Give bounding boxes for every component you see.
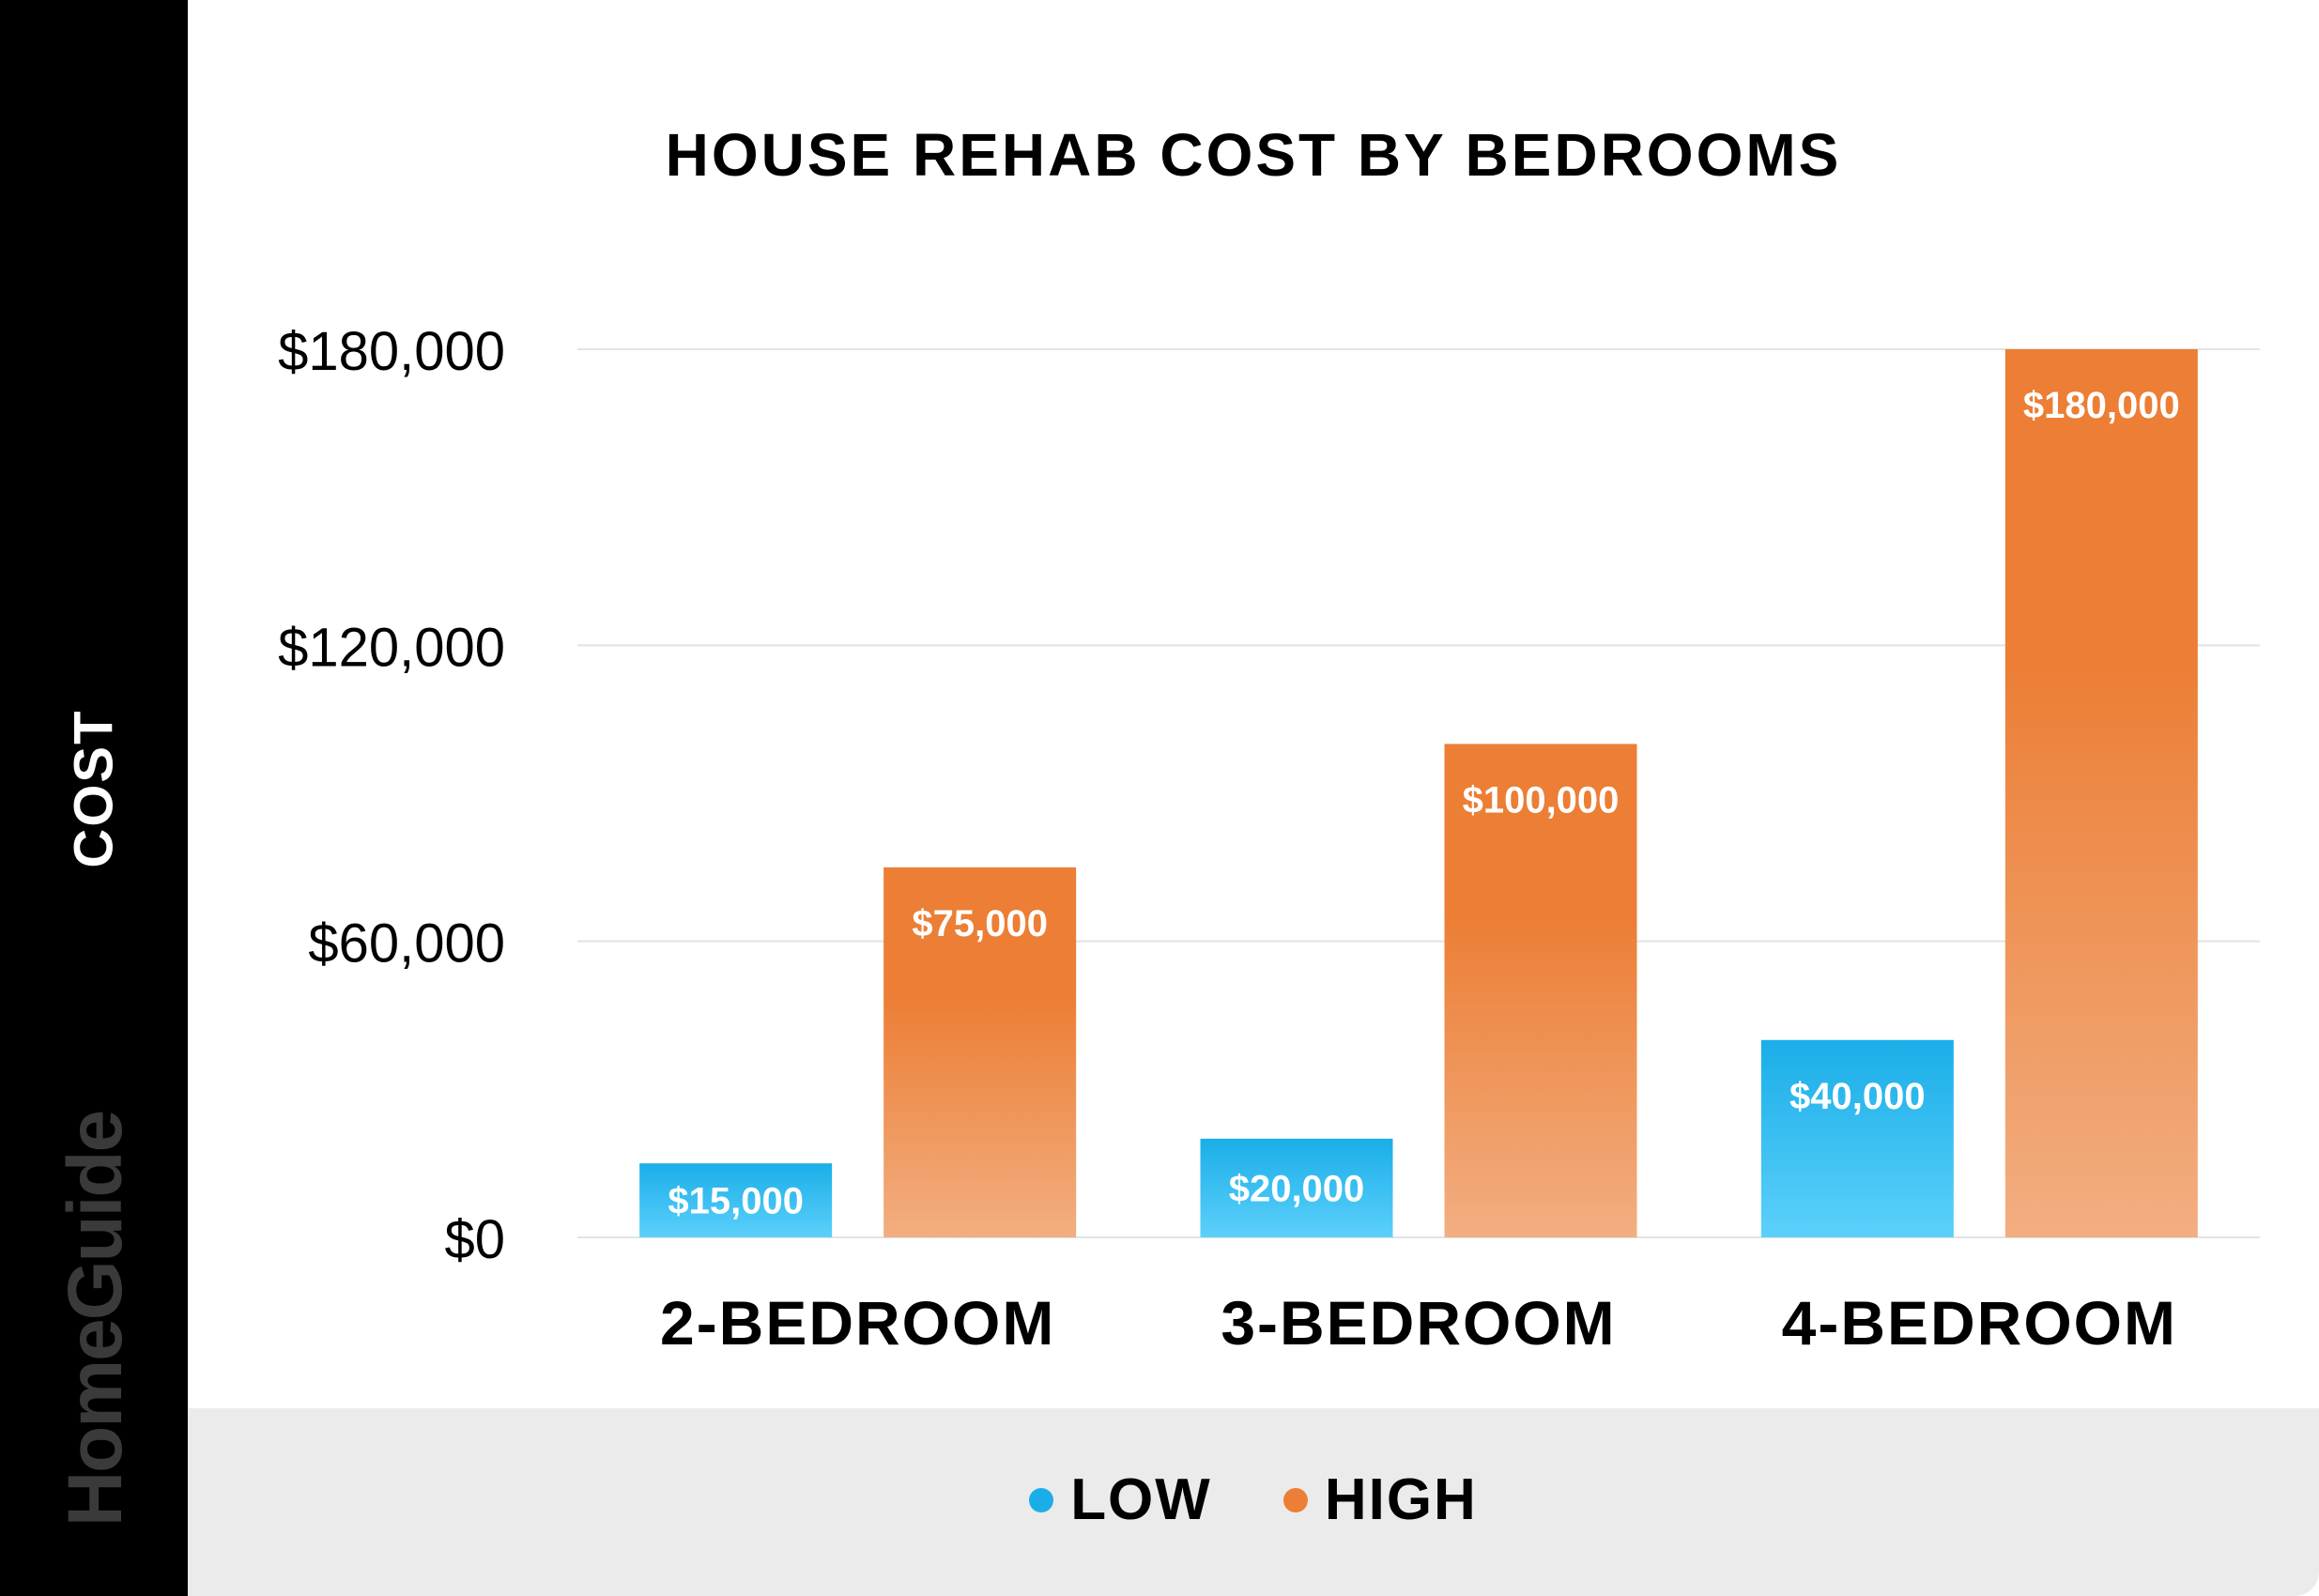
y-tick-label: $180,000 xyxy=(278,321,505,382)
legend: LOW HIGH xyxy=(188,1466,2319,1533)
bar-high-4-bedroom xyxy=(2004,349,2198,1237)
bar-high-3-bedroom xyxy=(1444,744,1637,1237)
bar-high-2-bedroom xyxy=(883,867,1077,1237)
y-tick-label: $0 xyxy=(444,1209,505,1270)
data-labels: $15,000 $75,000 $20,000 $100,000 $40,000 $180… xyxy=(668,385,2179,1222)
legend-label-low: LOW xyxy=(1070,1467,1212,1532)
data-label-high-4-bedroom: $180,000 xyxy=(2023,385,2180,426)
y-tick-label: $60,000 xyxy=(308,913,505,974)
legend-item-low: LOW xyxy=(1029,1466,1212,1533)
bars xyxy=(639,349,2198,1237)
x-tick-label: 4-BEDROOM xyxy=(1782,1288,2177,1358)
bar-chart: $0 $60,000 $120,000 $180,000 $15,000 $75,000… xyxy=(278,321,2260,1358)
x-tick-label: 3-BEDROOM xyxy=(1221,1288,1616,1358)
bar-low-4-bedroom xyxy=(1760,1039,1954,1237)
legend-band: LOW HIGH xyxy=(188,1408,2319,1596)
gridlines xyxy=(577,348,2260,1238)
y-tick-labels: $0 $60,000 $120,000 $180,000 xyxy=(278,321,505,1270)
bar-low-3-bedroom xyxy=(1200,1138,1393,1237)
legend-swatch-low xyxy=(1029,1487,1054,1512)
bar-low-2-bedroom xyxy=(639,1163,833,1237)
data-label-low-2-bedroom: $15,000 xyxy=(668,1181,804,1222)
y-tick-label: $120,000 xyxy=(278,617,505,678)
x-tick-label: 2-BEDROOM xyxy=(660,1288,1055,1358)
data-label-high-3-bedroom: $100,000 xyxy=(1463,779,1620,821)
x-tick-labels: 2-BEDROOM 3-BEDROOM 4-BEDROOM xyxy=(660,1288,2177,1358)
legend-label-high: HIGH xyxy=(1324,1467,1478,1532)
legend-item-high: HIGH xyxy=(1282,1466,1478,1533)
data-label-high-2-bedroom: $75,000 xyxy=(912,903,1048,944)
data-label-low-3-bedroom: $20,000 xyxy=(1229,1168,1365,1209)
chart-title: HOUSE REHAB COST BY BEDROOMS xyxy=(665,121,1842,189)
legend-swatch-high xyxy=(1282,1487,1308,1512)
sidebar: COST HomeGuide xyxy=(0,0,188,1596)
data-label-low-4-bedroom: $40,000 xyxy=(1789,1076,1926,1117)
